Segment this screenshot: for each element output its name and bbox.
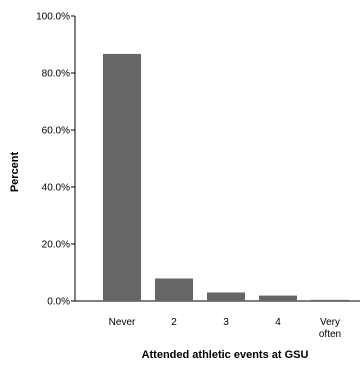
y-tick-label: 0.0% (47, 297, 70, 308)
x-tick-label: 4 (275, 317, 281, 328)
x-axis-title: Attended athletic events at GSU (142, 349, 309, 361)
x-tick-label: 2 (171, 317, 177, 328)
x-tick-label: Never (109, 317, 136, 328)
y-tick-label: 40.0% (42, 183, 70, 194)
bar (311, 300, 349, 301)
y-tick-label: 80.0% (42, 69, 70, 80)
bar (155, 278, 193, 301)
y-tick-label: 60.0% (42, 126, 70, 137)
bars (103, 54, 349, 301)
y-axis-title: Percent (9, 151, 21, 192)
bar (103, 54, 141, 301)
bar (259, 296, 297, 301)
x-tick-labels: Never 2 3 4 Very often (109, 317, 341, 340)
y-tick-label: 100.0% (36, 12, 70, 23)
x-tick-label: 3 (223, 317, 229, 328)
bar (207, 292, 245, 301)
y-tick-label: 20.0% (42, 240, 70, 251)
y-axis: 0.0% 20.0% 40.0% 60.0% 80.0% 100.0% (36, 12, 75, 308)
x-tick-label: Very often (319, 317, 341, 340)
